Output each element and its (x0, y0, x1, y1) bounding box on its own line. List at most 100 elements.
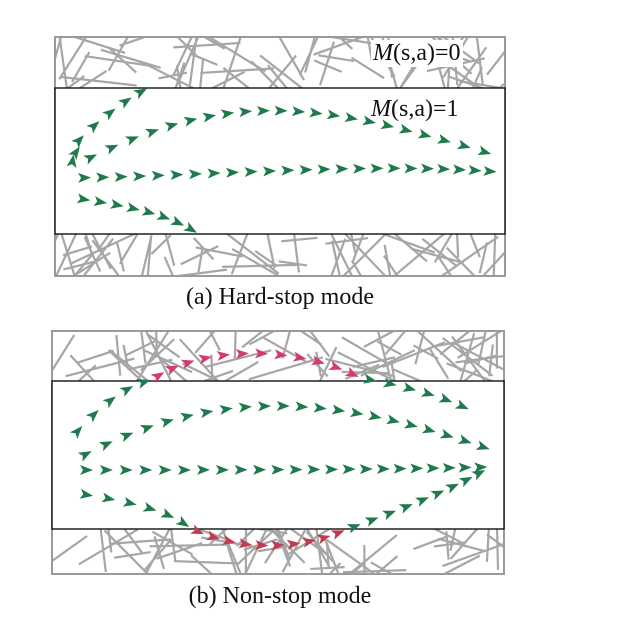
obstacle-stroke (384, 331, 407, 355)
trajectory-arrow (114, 171, 128, 182)
label-blocked-args: (s,a) (393, 40, 435, 66)
obstacle-stroke (140, 331, 147, 364)
obstacle-stroke (192, 237, 215, 261)
trajectory-arrow (142, 501, 157, 512)
obstacle-stroke (176, 37, 199, 58)
trajectory-arrow (124, 136, 139, 146)
trajectory-arrow (160, 418, 174, 428)
trajectory-arrow (122, 496, 137, 507)
trajectory-arrow (439, 428, 454, 439)
obstacle-stroke (134, 331, 170, 382)
obstacle-stroke (293, 234, 300, 273)
trajectory-arrow (316, 534, 331, 545)
obstacle-stroke (149, 543, 227, 548)
trajectory-arrow (119, 432, 134, 443)
obstacle-stroke (225, 234, 280, 275)
obstacle-stroke (115, 335, 122, 376)
trajectory-arrow (254, 348, 269, 359)
trajectory-arrow (286, 539, 301, 550)
obstacle-stroke (492, 234, 497, 276)
obstacle-stroke (103, 529, 150, 574)
obstacle-stroke (189, 52, 218, 66)
obstacle-stroke (449, 529, 479, 560)
obstacle-stroke (351, 234, 365, 264)
trajectory-arrow (364, 517, 379, 527)
obstacle-stroke (433, 541, 467, 548)
obstacle-stroke (267, 64, 290, 90)
label-free-value: =1 (432, 96, 459, 122)
trajectory-arrow (452, 164, 467, 175)
obstacle-stroke (118, 234, 139, 265)
obstacle-stroke (432, 529, 462, 544)
obstacle-stroke (445, 246, 476, 276)
obstacle-stroke (325, 236, 369, 245)
trajectory-arrow (238, 107, 253, 118)
obstacle-stroke (84, 54, 149, 67)
label-free-m: M (371, 96, 391, 122)
obstacle-stroke (383, 244, 392, 276)
trajectory-arrow (437, 163, 451, 174)
obstacle-stroke (96, 234, 111, 253)
obstacle-stroke (485, 529, 490, 562)
trajectory-arrow (158, 465, 172, 475)
trajectory-arrow (119, 386, 134, 397)
trajectory-arrow (190, 524, 205, 535)
trajectory-arrow (309, 107, 323, 118)
trajectory-arrow (77, 451, 92, 462)
trajectory-arrow (183, 116, 198, 127)
trajectory-arrow (436, 133, 451, 144)
trajectory-arrow (313, 402, 327, 413)
obstacle-stroke (76, 349, 115, 364)
trajectory-arrow (118, 97, 132, 109)
obstacle-stroke (382, 341, 446, 369)
trajectory-arrow (445, 483, 459, 494)
obstacle-stroke (122, 344, 130, 370)
trajectory-arrow (458, 462, 472, 473)
obstacle-stroke (200, 67, 274, 75)
trajectory-arrow (255, 540, 269, 551)
obstacle-stroke (208, 331, 221, 352)
trajectory-arrow (382, 377, 397, 388)
obstacle-stroke (428, 347, 450, 380)
trajectory-arrows (66, 88, 497, 233)
obstacle-stroke (322, 535, 340, 574)
trajectory-arrow (454, 399, 469, 410)
obstacle-stroke (326, 538, 377, 574)
obstacle-stroke (330, 234, 354, 276)
obstacle-stroke (281, 331, 292, 359)
trajectory-arrow (311, 355, 325, 366)
trajectory-arrow (170, 215, 185, 226)
trajectory-arrow (66, 154, 77, 169)
obstacle-stroke (158, 71, 188, 80)
trajectory-arrow (417, 128, 432, 139)
trajectory-arrow (164, 122, 179, 132)
obstacle-stroke (278, 260, 308, 267)
obstacle-stroke (244, 529, 268, 574)
obstacle-stroke (151, 530, 194, 556)
obstacle-stroke (163, 256, 175, 276)
label-blocked-value: =0 (434, 40, 461, 66)
obstacle-stroke (298, 37, 320, 76)
obstacle-stroke (459, 332, 476, 382)
obstacle-stroke (91, 234, 112, 270)
obstacle-stroke (164, 234, 176, 267)
trajectory-arrow (219, 405, 233, 415)
trajectory-arrow (281, 165, 295, 176)
trajectory-arrow (274, 105, 288, 116)
trajectory-arrow (133, 171, 147, 182)
obstacle-stroke (109, 538, 171, 545)
trajectory-arrow (170, 170, 184, 181)
obstacle-stroke (113, 550, 151, 559)
trajectory-arrow (68, 146, 80, 161)
trajectory-arrow (420, 387, 435, 397)
label-blocked-m: M (373, 40, 393, 66)
trajectory-arrow (307, 464, 321, 475)
trajectory-arrow (101, 492, 116, 503)
trajectory-arrow (415, 497, 429, 507)
obstacle-stroke (274, 529, 292, 567)
panel-b (51, 330, 505, 575)
obstacle-stroke (299, 331, 322, 346)
trajectory-arrow (342, 464, 356, 475)
obstacle-region-bottom (55, 234, 505, 276)
